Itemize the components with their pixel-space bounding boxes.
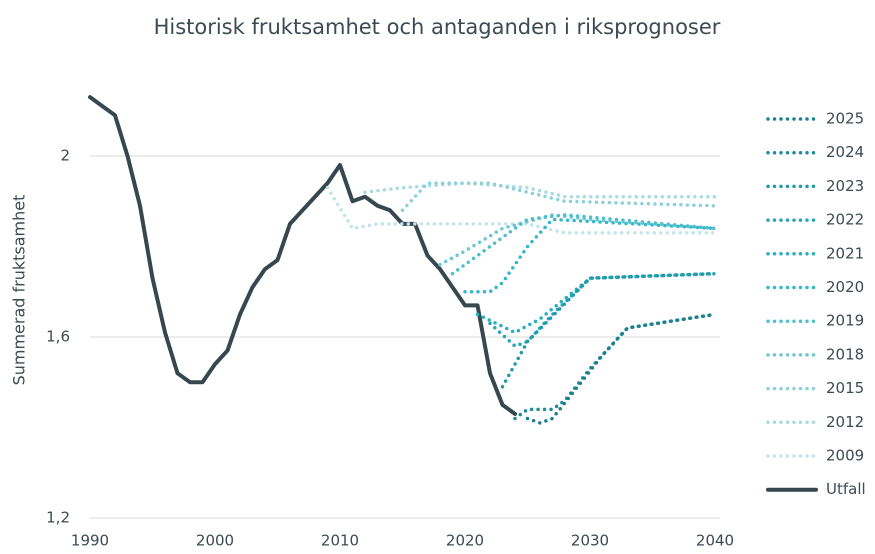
- y-tick-label: 1,6: [46, 328, 70, 346]
- legend-label: 2009: [826, 447, 864, 465]
- series-line: [525, 312, 717, 425]
- legend-label: 2025: [826, 110, 864, 128]
- legend-label: 2015: [826, 379, 864, 397]
- series-line: [325, 185, 717, 235]
- series-line: [450, 213, 717, 276]
- series-line: [438, 213, 717, 267]
- series-line: [88, 95, 517, 416]
- x-tick-label: 2030: [571, 532, 609, 550]
- series-line: [488, 271, 717, 348]
- series-line: [363, 181, 717, 199]
- legend-label: 2019: [826, 312, 864, 330]
- y-tick-label: 2: [60, 147, 70, 165]
- legend-label: 2012: [826, 413, 864, 431]
- x-tick-label: 2020: [446, 532, 484, 550]
- y-tick-label: 1,2: [46, 509, 70, 527]
- legend-label: 2018: [826, 345, 864, 363]
- legend-label: 2020: [826, 278, 864, 296]
- series-line: [400, 181, 717, 213]
- x-tick-label: 2000: [196, 532, 234, 550]
- x-tick-label: 1990: [71, 532, 109, 550]
- legend-label: 2022: [826, 211, 864, 229]
- legend-label: 2024: [826, 143, 864, 161]
- series-line: [475, 271, 717, 335]
- x-tick-label: 2010: [321, 532, 359, 550]
- series-line: [463, 217, 717, 294]
- legend-label: Utfall: [826, 480, 866, 498]
- chart-title: Historisk fruktsamhet och antaganden i r…: [154, 15, 721, 39]
- legend-label: 2021: [826, 244, 864, 262]
- series-line: [500, 271, 717, 389]
- y-axis-label: Summerad fruktsamhet: [10, 195, 29, 386]
- series-line: [513, 312, 717, 421]
- legend-label: 2023: [826, 177, 864, 195]
- x-tick-label: 2040: [696, 532, 734, 550]
